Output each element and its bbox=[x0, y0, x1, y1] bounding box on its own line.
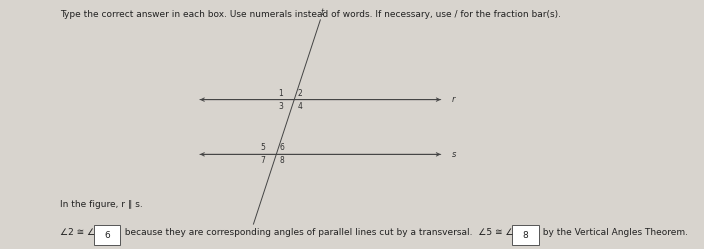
Text: ∠2 ≅ ∠: ∠2 ≅ ∠ bbox=[60, 228, 95, 237]
Text: 4: 4 bbox=[298, 102, 303, 111]
Text: 7: 7 bbox=[260, 156, 265, 165]
Text: t: t bbox=[321, 8, 324, 17]
Text: because they are corresponding angles of parallel lines cut by a transversal.  ∠: because they are corresponding angles of… bbox=[119, 228, 513, 237]
Text: 2: 2 bbox=[298, 89, 302, 98]
Text: 5: 5 bbox=[260, 143, 265, 152]
Text: s: s bbox=[452, 150, 456, 159]
Text: r: r bbox=[452, 95, 455, 104]
Text: In the figure, r ∥ s.: In the figure, r ∥ s. bbox=[60, 200, 143, 209]
Text: 8: 8 bbox=[522, 231, 528, 240]
Text: by the Vertical Angles Theorem.: by the Vertical Angles Theorem. bbox=[537, 228, 689, 237]
Text: 3: 3 bbox=[278, 102, 283, 111]
Text: 1: 1 bbox=[278, 89, 283, 98]
Text: 6: 6 bbox=[104, 231, 110, 240]
Text: Type the correct answer in each box. Use numerals instead of words. If necessary: Type the correct answer in each box. Use… bbox=[60, 10, 561, 19]
Text: 6: 6 bbox=[279, 143, 284, 152]
FancyBboxPatch shape bbox=[94, 225, 120, 245]
Text: 8: 8 bbox=[279, 156, 284, 165]
FancyBboxPatch shape bbox=[512, 225, 539, 245]
